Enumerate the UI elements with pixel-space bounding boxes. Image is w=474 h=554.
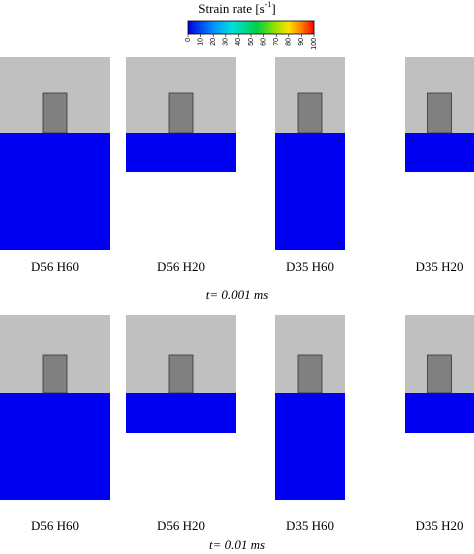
colorbar-tick-label: 10 <box>197 38 204 46</box>
colorbar-tick-label: 40 <box>235 38 242 46</box>
strain-zone <box>30 133 80 155</box>
colorbar-tick-label: 20 <box>210 38 217 46</box>
colorbar-tick-label: 70 <box>273 38 280 46</box>
projectile <box>168 92 194 134</box>
panel-label: D56 H60 <box>31 518 79 533</box>
colorbar-title: Strain rate [s-1] <box>198 0 275 16</box>
strain-zone <box>0 393 110 471</box>
colorbar-tick-label: 60 <box>260 38 267 46</box>
projectile <box>297 354 323 394</box>
strain-zone <box>156 133 206 155</box>
target <box>275 133 345 250</box>
projectile <box>168 354 194 394</box>
strain-zone <box>126 393 236 433</box>
panel-label: D35 H20 <box>415 259 463 274</box>
colorbar <box>187 20 315 35</box>
projectile <box>297 92 323 134</box>
panel-label: D56 H20 <box>157 518 205 533</box>
panel-label: D56 H60 <box>31 259 79 274</box>
colorbar-tick-label: 80 <box>286 38 293 46</box>
panel-label: D35 H20 <box>415 518 463 533</box>
time-caption: t= 0.001 ms <box>206 287 269 302</box>
colorbar-tick-label: 0 <box>185 38 192 42</box>
projectile <box>427 92 452 134</box>
panel-label: D35 H60 <box>286 259 334 274</box>
colorbar-tick-label: 90 <box>298 38 305 46</box>
strain-zone <box>291 133 329 150</box>
panel-label: D56 H20 <box>157 259 205 274</box>
projectile <box>42 354 68 394</box>
colorbar-tick-label: 30 <box>223 38 230 46</box>
panel-label: D35 H60 <box>286 518 334 533</box>
time-caption: t= 0.01 ms <box>209 537 265 552</box>
strain-zone <box>405 393 474 433</box>
strain-zone <box>275 393 345 452</box>
projectile <box>42 92 68 134</box>
colorbar-tick-label: 100 <box>311 38 318 50</box>
colorbar-tick-label: 50 <box>248 38 255 46</box>
projectile <box>427 354 452 394</box>
strain-zone <box>421 133 458 150</box>
